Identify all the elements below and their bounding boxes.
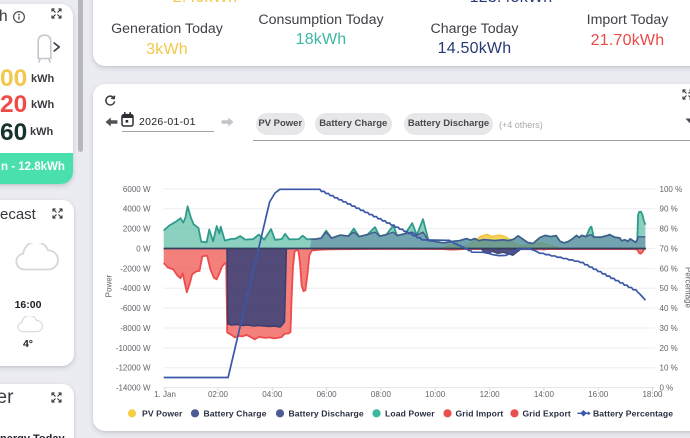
svg-text:-14000 W: -14000 W [116, 384, 151, 393]
svg-text:0 %: 0 % [660, 384, 674, 393]
svg-text:30 %: 30 % [660, 324, 678, 333]
svg-text:Battery Percentage: Battery Percentage [593, 409, 673, 419]
svg-text:12:00: 12:00 [480, 390, 501, 399]
svg-text:Percentage: Percentage [684, 267, 690, 308]
svg-text:-8000 W: -8000 W [120, 324, 151, 333]
svg-text:18:00: 18:00 [642, 390, 663, 399]
svg-text:40 %: 40 % [660, 304, 678, 313]
svg-text:-2000 W: -2000 W [120, 264, 151, 273]
svg-text:14:00: 14:00 [534, 390, 555, 399]
svg-text:Grid Import: Grid Import [456, 409, 504, 419]
svg-text:-4000 W: -4000 W [120, 284, 151, 293]
svg-text:Load Power: Load Power [385, 409, 435, 419]
svg-text:0 W: 0 W [136, 244, 151, 253]
svg-text:90 %: 90 % [660, 205, 678, 214]
svg-text:Grid Export: Grid Export [523, 409, 571, 419]
svg-text:1. Jan: 1. Jan [154, 390, 176, 399]
svg-text:50 %: 50 % [660, 284, 678, 293]
svg-text:Power: Power [105, 274, 114, 297]
svg-text:60 %: 60 % [660, 264, 678, 273]
svg-text:02:00: 02:00 [208, 390, 229, 399]
svg-text:04:00: 04:00 [262, 390, 283, 399]
svg-text:16:00: 16:00 [588, 390, 609, 399]
svg-text:PV Power: PV Power [142, 409, 183, 419]
svg-text:06:00: 06:00 [317, 390, 338, 399]
svg-text:6000 W: 6000 W [123, 185, 151, 194]
svg-text:-6000 W: -6000 W [120, 304, 151, 313]
svg-text:100 %: 100 % [660, 185, 683, 194]
svg-text:70 %: 70 % [660, 244, 678, 253]
svg-text:10 %: 10 % [660, 364, 678, 373]
svg-text:-10000 W: -10000 W [116, 344, 151, 353]
svg-text:Battery Charge: Battery Charge [204, 409, 267, 419]
svg-text:80 %: 80 % [660, 225, 678, 234]
svg-text:Battery Discharge: Battery Discharge [289, 409, 364, 419]
svg-text:08:00: 08:00 [371, 390, 392, 399]
svg-text:10:00: 10:00 [425, 390, 446, 399]
svg-text:-12000 W: -12000 W [116, 364, 151, 373]
svg-text:20 %: 20 % [660, 344, 678, 353]
svg-text:4000 W: 4000 W [123, 205, 151, 214]
svg-text:2000 W: 2000 W [123, 225, 151, 234]
